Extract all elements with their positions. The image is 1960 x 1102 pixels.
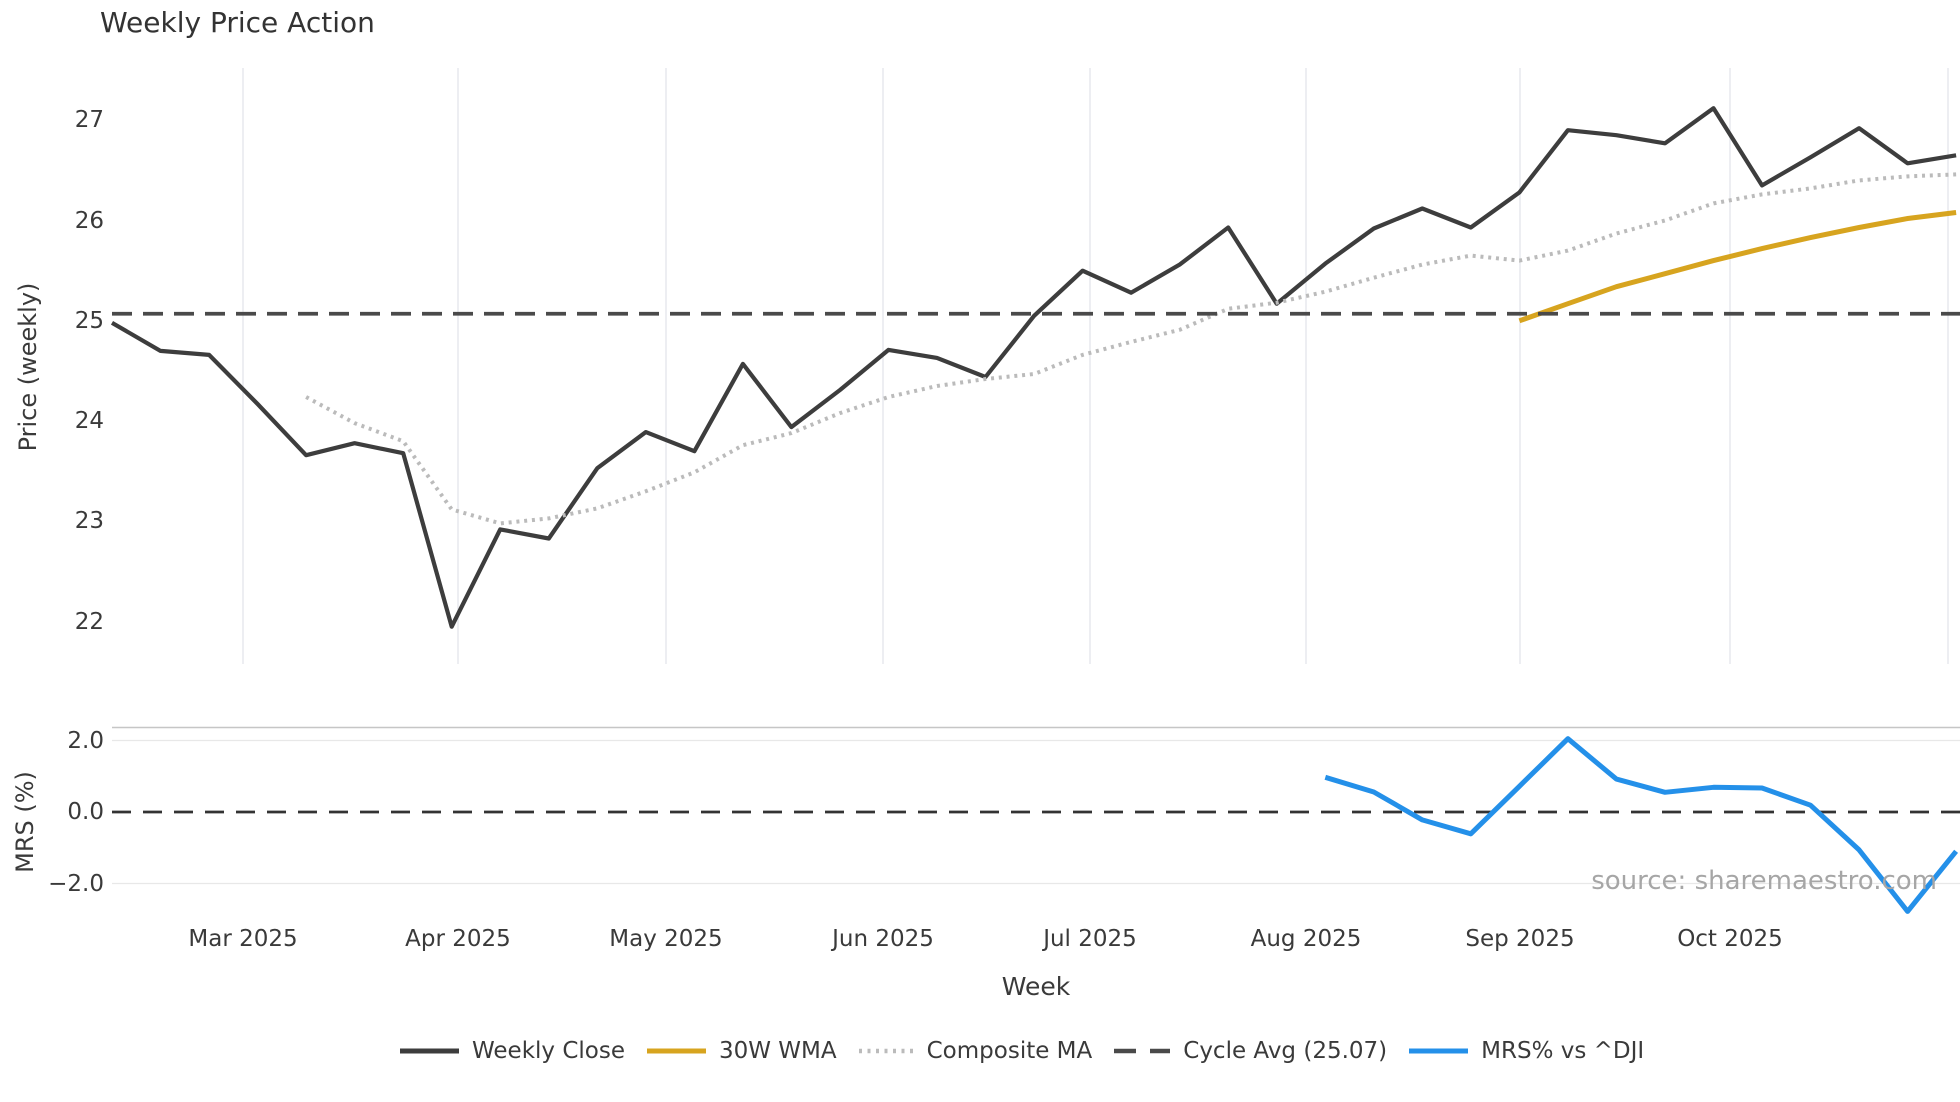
x-tick-label: Jul 2025 bbox=[1043, 926, 1137, 952]
legend-swatch-weekly-close bbox=[400, 1048, 459, 1054]
x-tick-label: Jun 2025 bbox=[832, 926, 934, 952]
y-tick-label: 26 bbox=[74, 207, 104, 234]
legend-item-30w-wma: 30W WMA bbox=[646, 1038, 837, 1064]
legend-label: 30W WMA bbox=[718, 1038, 837, 1064]
x-tick-label: May 2025 bbox=[609, 926, 723, 952]
legend-label: MRS% vs ^DJI bbox=[1481, 1038, 1645, 1064]
y-tick-label: 24 bbox=[74, 408, 104, 435]
gridlines bbox=[112, 68, 1960, 885]
legend-swatch-30w-wma bbox=[646, 1048, 706, 1054]
legend-item-weekly-close: Weekly Close bbox=[399, 1038, 625, 1064]
x-tick-label: Sep 2025 bbox=[1465, 926, 1575, 952]
y-tick-label: 27 bbox=[74, 107, 104, 134]
data-series bbox=[110, 106, 1960, 914]
y-tick-label: 25 bbox=[74, 307, 104, 334]
x-tick-label: Aug 2025 bbox=[1250, 926, 1362, 952]
y-tick-label: 0.0 bbox=[67, 799, 104, 825]
y-tick-label: 23 bbox=[74, 508, 104, 535]
legend-swatch-mrs bbox=[1409, 1048, 1469, 1054]
source-credit: source: sharemaestro.com bbox=[1591, 866, 1937, 896]
legend-item-composite-ma: Composite MA bbox=[858, 1038, 1093, 1064]
x-tick-label: Apr 2025 bbox=[405, 926, 511, 952]
legend-item-cycle-avg: Cycle Avg (25.07) bbox=[1113, 1038, 1387, 1064]
legend-swatch-composite-ma bbox=[858, 1048, 914, 1054]
x-axis-label: Week bbox=[1001, 972, 1071, 1001]
y-tick-label: 22 bbox=[74, 608, 104, 635]
legend-label: Composite MA bbox=[926, 1038, 1093, 1064]
legend-item-mrs: MRS% vs ^DJI bbox=[1408, 1038, 1644, 1064]
legend-swatch-cycle-avg bbox=[1114, 1048, 1171, 1054]
y-tick-label: 2.0 bbox=[67, 727, 104, 754]
y-tick-label: −2.0 bbox=[48, 870, 104, 897]
legend-label: Cycle Avg (25.07) bbox=[1183, 1038, 1388, 1064]
legend: Weekly Close 30W WMA Composite MA Cycle … bbox=[399, 1038, 1644, 1064]
legend-label: Weekly Close bbox=[472, 1038, 625, 1064]
x-tick-label: Oct 2025 bbox=[1677, 926, 1783, 952]
x-tick-label: Mar 2025 bbox=[188, 926, 298, 952]
chart-title: Weekly Price Action bbox=[100, 6, 375, 39]
